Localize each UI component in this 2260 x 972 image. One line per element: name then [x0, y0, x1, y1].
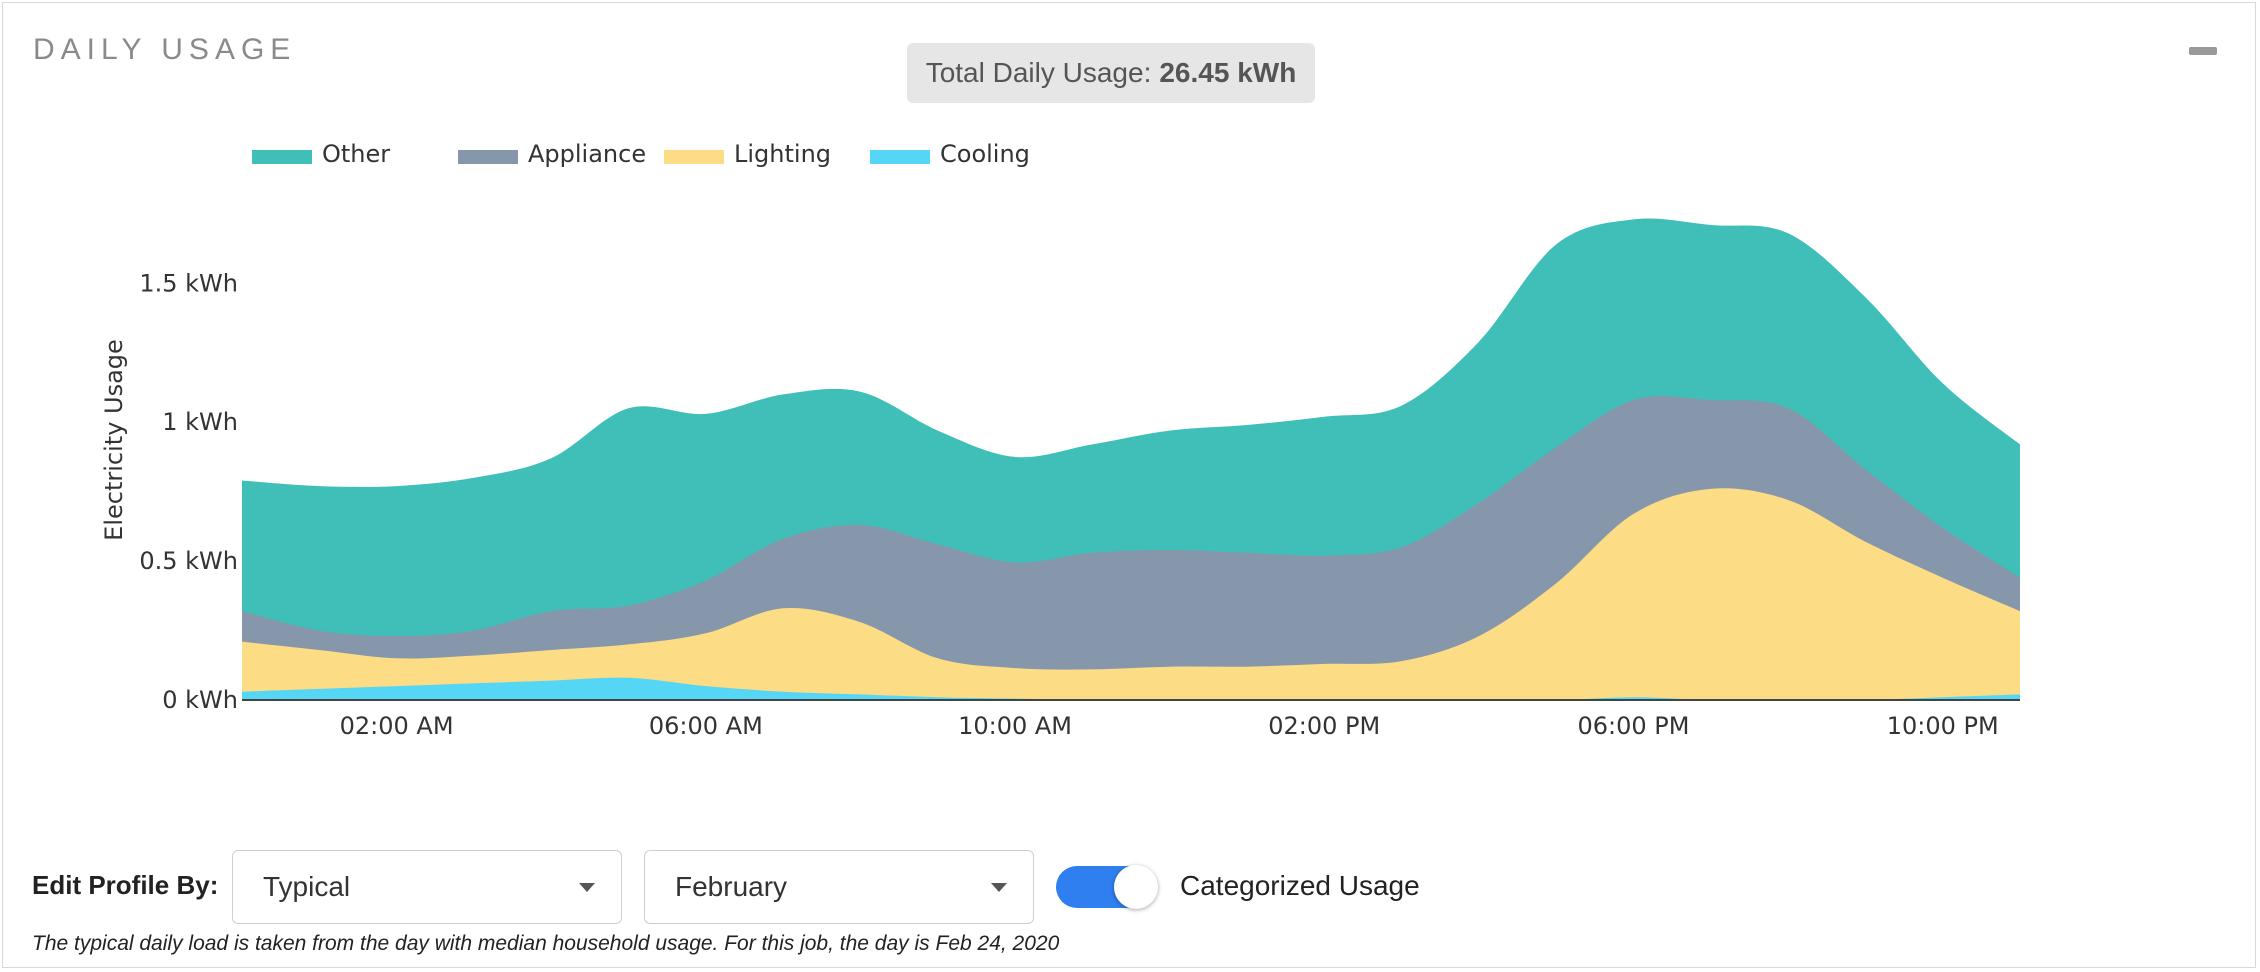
y-tick-label: 0.5 kWh: [139, 547, 238, 575]
y-axis-label: Electricity Usage: [100, 339, 128, 541]
minus-icon[interactable]: [2189, 47, 2217, 55]
chevron-down-icon: [991, 883, 1007, 892]
legend-item-lighting[interactable]: Lighting: [664, 140, 831, 168]
x-tick-label: 06:00 AM: [649, 712, 763, 740]
profile-type-select[interactable]: Typical: [232, 850, 622, 924]
legend-label: Other: [322, 140, 390, 168]
legend-label: Lighting: [734, 140, 831, 168]
legend-item-appliance[interactable]: Appliance: [458, 140, 646, 168]
x-tick-label: 10:00 AM: [958, 712, 1072, 740]
x-tick-label: 02:00 AM: [340, 712, 454, 740]
footnote: The typical daily load is taken from the…: [32, 932, 1060, 955]
area-cooling: [242, 677, 2020, 701]
x-tick-label: 06:00 PM: [1577, 712, 1689, 740]
total-usage-value: 26.45 kWh: [1159, 57, 1297, 88]
legend-swatch: [870, 150, 930, 164]
legend-swatch: [252, 150, 312, 164]
toggle-knob: [1114, 865, 1158, 909]
legend-item-cooling[interactable]: Cooling: [870, 140, 1030, 168]
edit-profile-label: Edit Profile By:: [32, 870, 219, 900]
y-tick-label: 1 kWh: [162, 408, 238, 436]
categorized-usage-label: Categorized Usage: [1180, 870, 1420, 901]
chevron-down-icon: [579, 883, 595, 892]
profile-type-value: Typical: [263, 871, 351, 902]
total-usage-badge: Total Daily Usage: 26.45 kWh: [907, 43, 1315, 103]
legend-swatch: [664, 150, 724, 164]
legend-label: Cooling: [940, 140, 1030, 168]
x-tick-label: 10:00 PM: [1887, 712, 1999, 740]
y-tick-label: 1.5 kWh: [139, 269, 238, 297]
month-select[interactable]: February: [644, 850, 1034, 924]
month-value: February: [675, 871, 788, 902]
y-tick-label: 0 kWh: [162, 686, 238, 714]
panel-title: DAILY USAGE: [33, 33, 297, 66]
total-usage-label: Total Daily Usage:: [925, 57, 1152, 88]
chart-legend: Other Appliance Lighting Cooling: [252, 140, 1030, 168]
categorized-usage-toggle[interactable]: [1056, 865, 1158, 909]
legend-label: Appliance: [528, 140, 646, 168]
usage-chart: Other Appliance Lighting Cooling 0 kWh 0.5 k…: [100, 140, 2020, 740]
x-tick-label: 02:00 PM: [1268, 712, 1380, 740]
chart-areas: [242, 218, 2020, 701]
legend-swatch: [458, 150, 518, 164]
y-axis-ticks: 0 kWh 0.5 kWh 1 kWh 1.5 kWh: [139, 269, 238, 714]
area-lighting: [242, 488, 2020, 700]
x-axis-ticks: 02:00 AM 06:00 AM 10:00 AM 02:00 PM 06:00 PM…: [340, 712, 1999, 740]
legend-item-other[interactable]: Other: [252, 140, 390, 168]
